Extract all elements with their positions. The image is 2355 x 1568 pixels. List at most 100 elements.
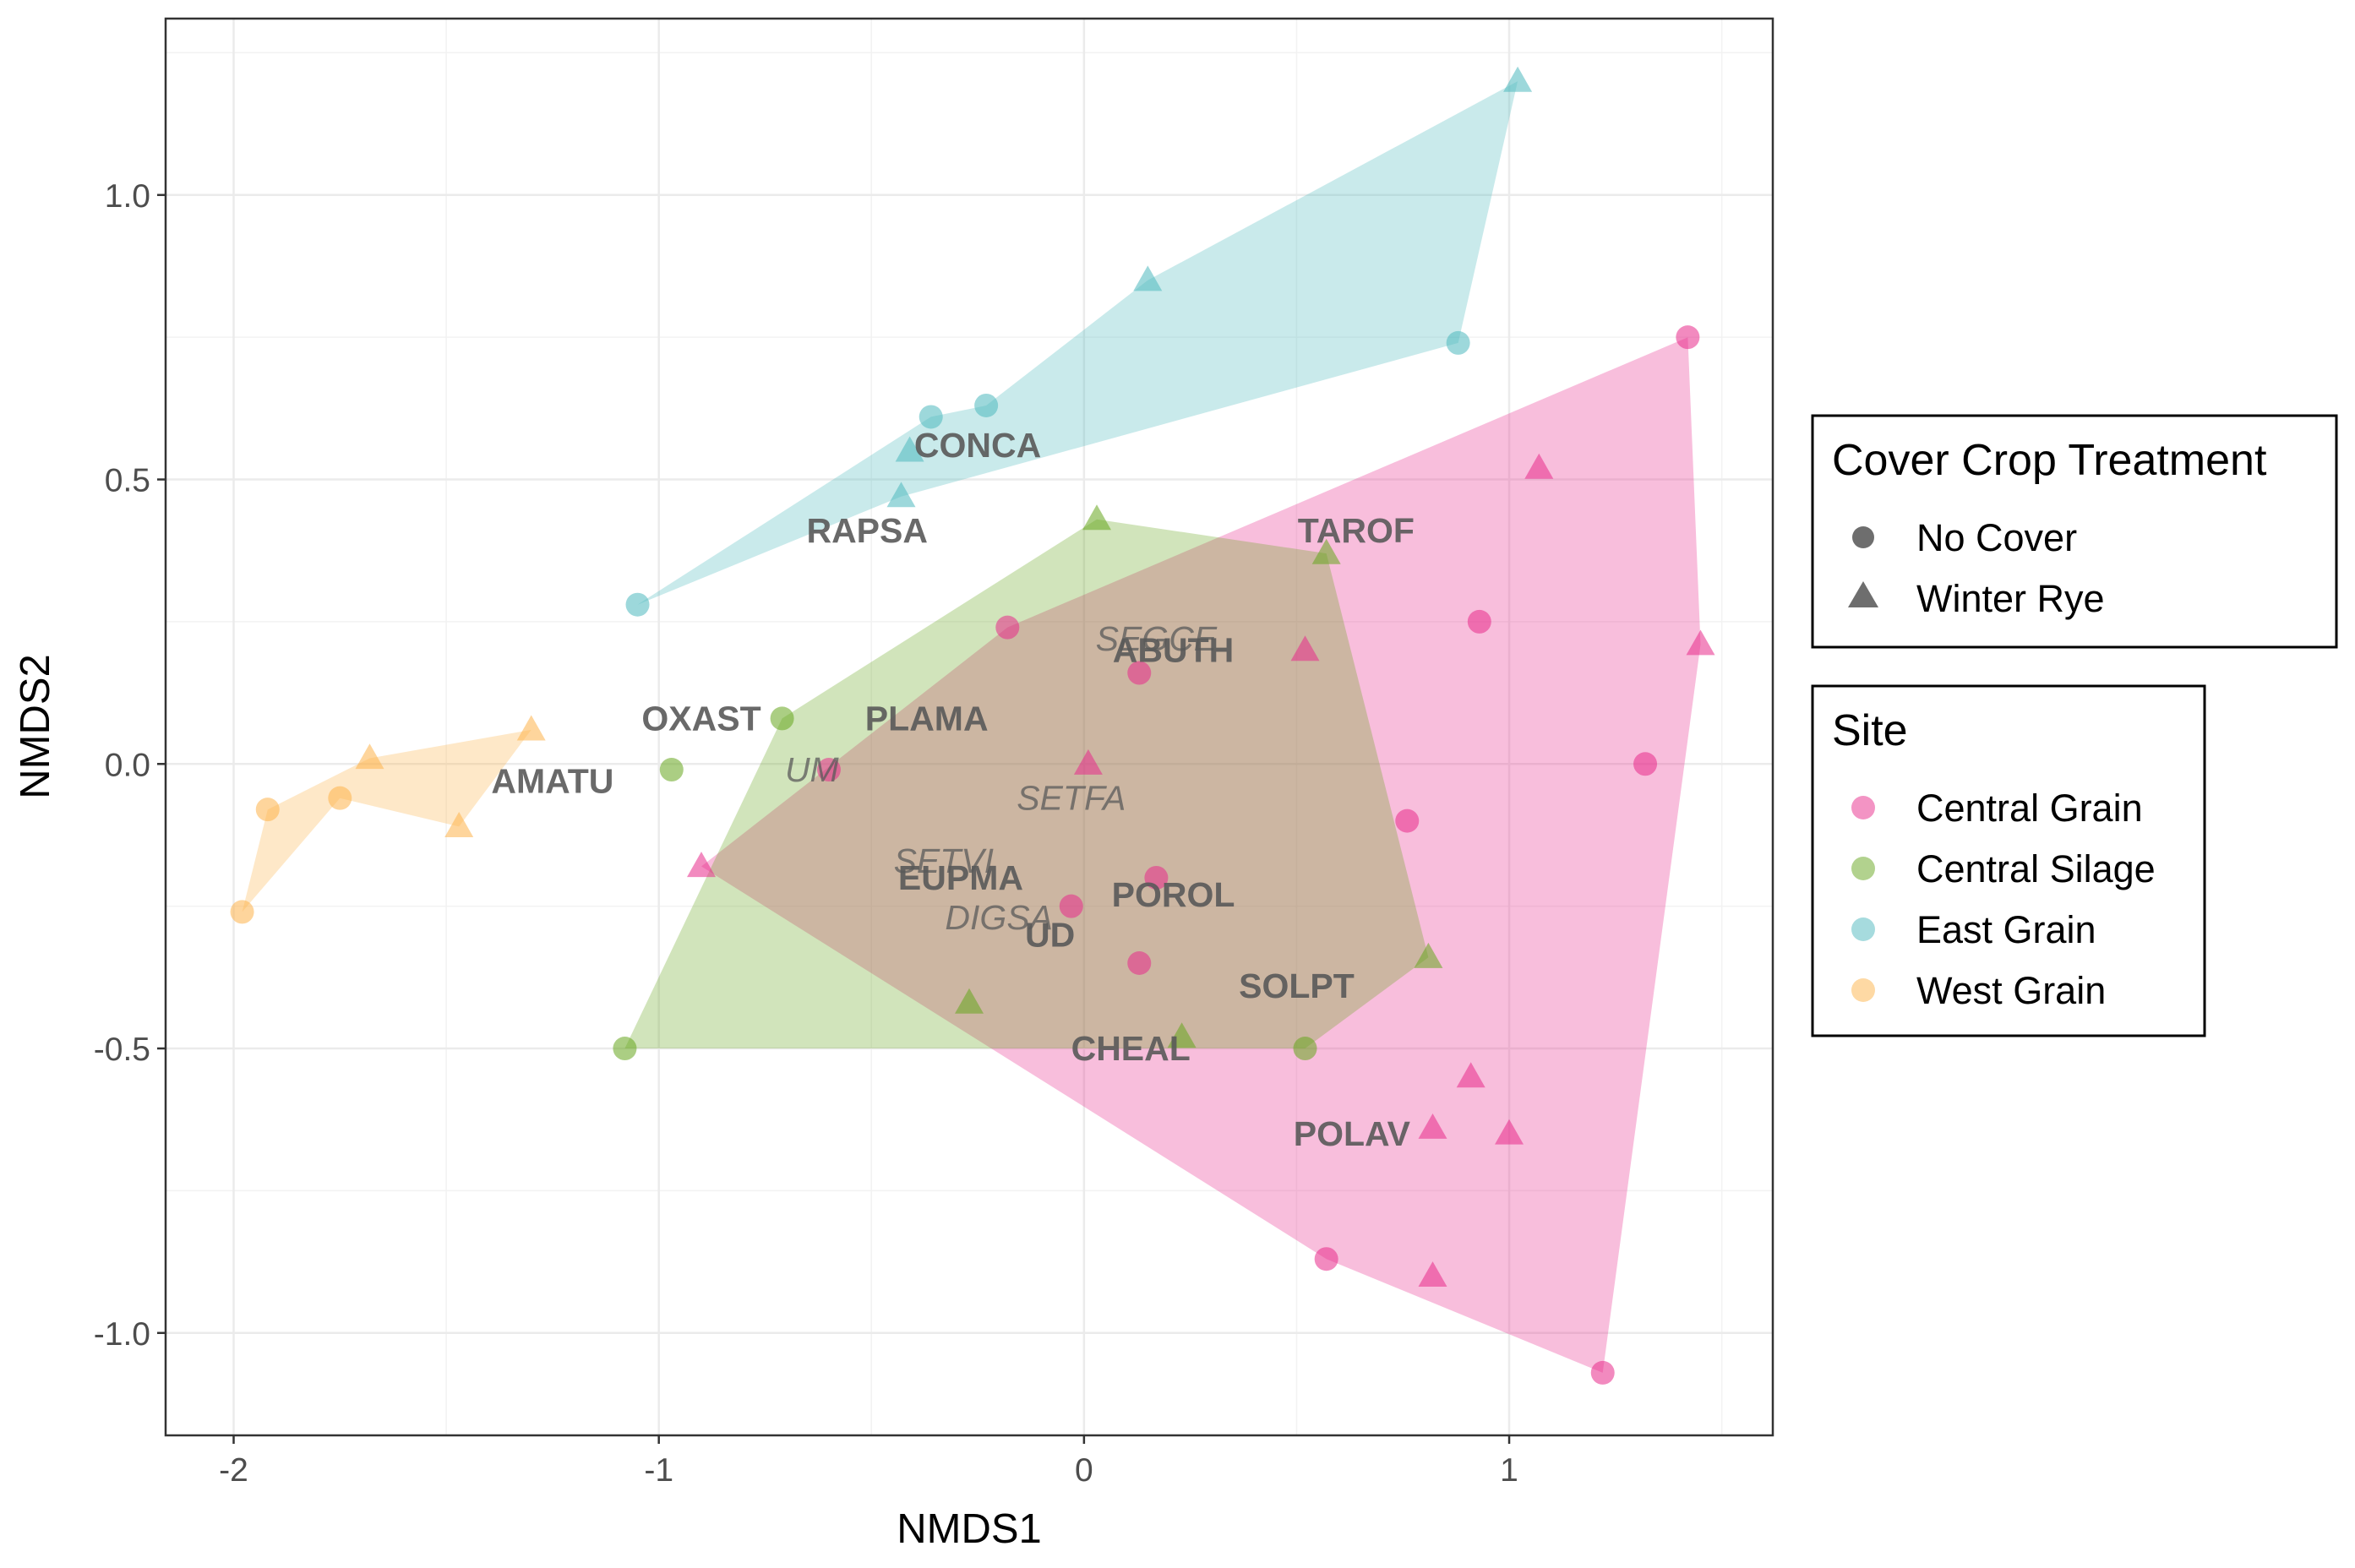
point-east-grain-winter-rye	[895, 436, 924, 462]
point-east-grain-no-cover	[625, 592, 650, 617]
legend-circle-icon	[1852, 526, 1874, 548]
point-west-grain-winter-rye	[516, 715, 546, 741]
axes: -2 -1 0 1 -1.0 -0.5 0.0 0.5 1.0	[94, 178, 1518, 1489]
point-central-silage-no-cover	[770, 706, 794, 731]
species-label-rapsa: RAPSA	[806, 511, 928, 550]
species-label-solpt: SOLPT	[1239, 966, 1355, 1005]
point-central-silage-no-cover	[613, 1037, 637, 1061]
shape-legend-title: Cover Crop Treatment	[1832, 436, 2267, 485]
point-west-grain-no-cover	[255, 798, 280, 822]
point-east-grain-no-cover	[1446, 330, 1470, 355]
species-label-abuth: ABUTH	[1113, 631, 1234, 670]
site-legend-title: Site	[1832, 706, 1908, 755]
species-label-conca: CONCA	[914, 426, 1041, 465]
y-axis-title: NMDS2	[13, 654, 58, 799]
x-tick-label: -2	[219, 1452, 248, 1489]
species-label-setfa: SETFA	[1017, 779, 1126, 818]
species-label-digsa: DIGSA	[945, 898, 1053, 937]
site-legend-west-grain-label: West Grain	[1916, 969, 2106, 1012]
species-label-oxast: OXAST	[641, 699, 760, 738]
species-label-tarof: TAROF	[1298, 511, 1415, 550]
y-tick-label: 0.0	[105, 747, 150, 783]
point-central-silage-winter-rye	[1167, 1022, 1197, 1048]
species-label-eupma: EUPMA	[898, 858, 1023, 897]
point-east-grain-winter-rye	[1133, 265, 1163, 291]
point-west-grain-winter-rye	[444, 812, 474, 837]
point-central-grain-no-cover	[1314, 1247, 1338, 1271]
point-central-grain-winter-rye	[1418, 1261, 1447, 1287]
species-label-polav: POLAV	[1294, 1114, 1411, 1153]
species-label-um: UM	[785, 750, 840, 789]
point-central-grain-no-cover	[995, 615, 1020, 640]
shape-legend-no-cover-label: No Cover	[1916, 516, 2077, 559]
point-west-grain-no-cover	[328, 786, 352, 810]
point-central-grain-winter-rye	[1290, 635, 1320, 662]
hull-west-grain	[242, 729, 532, 912]
x-tick-label: -1	[644, 1452, 673, 1489]
hull-central-silage	[624, 519, 1429, 1048]
shape-legend: Cover Crop Treatment No Cover Winter Rye	[1811, 414, 2338, 649]
point-central-silage-no-cover	[1293, 1037, 1317, 1061]
site-hulls	[242, 81, 1701, 1373]
point-east-grain-winter-rye	[886, 482, 916, 508]
species-label-amatu: AMATU	[491, 761, 613, 800]
species-label-cheal: CHEAL	[1071, 1029, 1191, 1068]
point-central-grain-no-cover	[1395, 808, 1420, 833]
point-central-silage-winter-rye	[1082, 504, 1111, 531]
legend-east-grain-swatch	[1851, 917, 1875, 941]
legend-central-silage-swatch	[1851, 857, 1875, 880]
species-label-ud: UD	[1025, 915, 1075, 954]
hull-east-grain	[637, 81, 1518, 605]
plot-panel-border	[164, 17, 1774, 1437]
legend-central-grain-swatch	[1851, 796, 1875, 819]
grid-lines	[166, 19, 1773, 1435]
point-east-grain-winter-rye	[1503, 66, 1533, 92]
point-west-grain-no-cover	[230, 900, 254, 924]
point-central-grain-no-cover	[1633, 752, 1658, 776]
y-tick-label: 1.0	[105, 178, 150, 215]
hull-central-grain	[701, 337, 1701, 1373]
point-east-grain-no-cover	[919, 405, 943, 429]
point-central-silage-winter-rye	[1311, 538, 1341, 564]
site-legend-central-grain-label: Central Grain	[1916, 787, 2143, 830]
point-central-grain-winter-rye	[1456, 1062, 1486, 1088]
point-central-silage-winter-rye	[955, 988, 984, 1014]
site-legend: Site Central Grain Central Silage East G…	[1811, 684, 2206, 1037]
point-central-grain-no-cover	[1590, 1360, 1615, 1385]
point-east-grain-no-cover	[974, 393, 999, 417]
point-west-grain-winter-rye	[355, 743, 384, 770]
x-axis-title: NMDS1	[897, 1506, 1042, 1552]
point-central-grain-winter-rye	[1495, 1119, 1524, 1145]
point-central-grain-no-cover	[1676, 325, 1700, 350]
point-central-grain-winter-rye	[1418, 1113, 1447, 1139]
point-central-grain-winter-rye	[1073, 749, 1103, 775]
point-central-grain-no-cover	[1127, 661, 1152, 685]
point-central-grain-no-cover	[1127, 951, 1152, 975]
y-tick-label: 0.5	[105, 463, 150, 499]
species-label-plama: PLAMA	[865, 699, 989, 738]
point-central-grain-no-cover	[1467, 609, 1491, 634]
shape-legend-box	[1811, 414, 2338, 649]
legend-west-grain-swatch	[1851, 978, 1875, 1002]
species-label-segce: SEGCE	[1096, 619, 1218, 658]
species-label-setvi: SETVI	[894, 841, 994, 880]
site-legend-east-grain-label: East Grain	[1916, 908, 2096, 951]
x-tick-label: 1	[1500, 1452, 1518, 1489]
point-central-grain-no-cover	[816, 758, 841, 782]
y-tick-label: -1.0	[94, 1316, 150, 1353]
point-central-silage-winter-rye	[1414, 942, 1443, 968]
point-central-grain-winter-rye	[1524, 453, 1554, 479]
point-central-grain-winter-rye	[1686, 629, 1715, 656]
point-central-grain-winter-rye	[687, 852, 716, 878]
point-central-silage-no-cover	[659, 758, 684, 782]
legend-triangle-icon	[1848, 581, 1878, 607]
species-label-porol: POROL	[1112, 875, 1235, 914]
site-legend-box	[1811, 684, 2206, 1037]
point-central-grain-no-cover	[1144, 865, 1169, 890]
point-central-grain-no-cover	[1059, 894, 1083, 918]
x-tick-label: 0	[1075, 1452, 1093, 1489]
shape-legend-winter-rye-label: Winter Rye	[1916, 577, 2105, 620]
site-legend-central-silage-label: Central Silage	[1916, 847, 2156, 890]
